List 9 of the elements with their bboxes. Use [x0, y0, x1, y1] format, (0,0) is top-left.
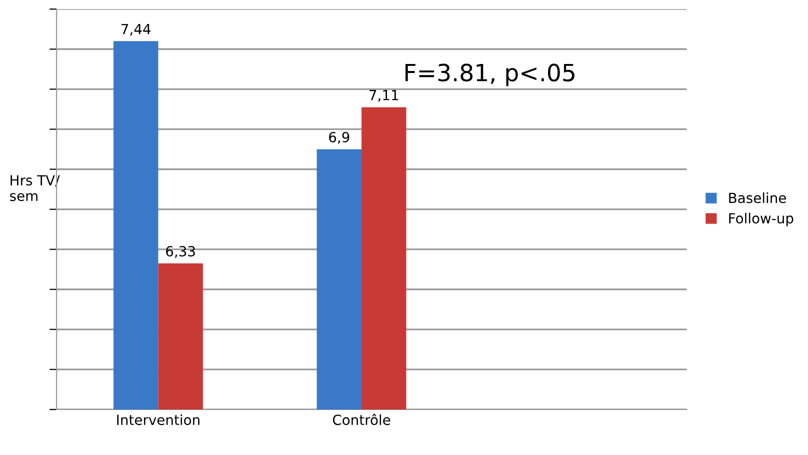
data-label: 7,44	[122, 24, 151, 36]
legend-label: Baseline	[729, 192, 786, 204]
data-label: 6,9	[329, 132, 350, 144]
legend-label: Follow-up	[729, 212, 794, 226]
x-tick-label: Contrôle	[332, 414, 390, 426]
annotation: F=3.81, p<.05	[406, 64, 574, 86]
data-label: 6,33	[166, 246, 195, 258]
x-tick-label: Intervention	[117, 414, 200, 426]
data-label: 7,11	[370, 90, 398, 102]
